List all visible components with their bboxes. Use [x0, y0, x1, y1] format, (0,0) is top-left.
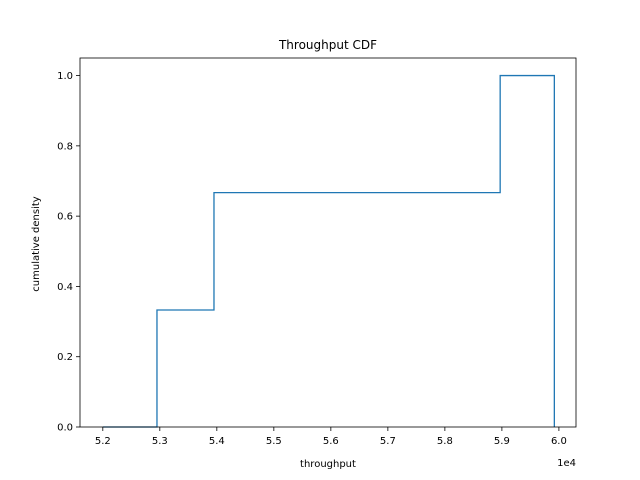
- x-tick-label-4: 5.6: [323, 436, 339, 447]
- plot-area: 5.2 5.3 5.4 5.5 5.6 5.7 5.8 5.9 6.0 0.0 0.2 0.4 0.6 0…: [57, 57, 577, 447]
- axes-frame: [79, 57, 577, 428]
- y-tick-label-1: 0.2: [57, 352, 73, 363]
- x-tick-label-0: 5.2: [95, 436, 111, 447]
- x-axis-label: throughput: [300, 459, 356, 470]
- y-tick-label-2: 0.4: [57, 282, 73, 293]
- series-line-0: [102, 74, 555, 428]
- y-tick-label-4: 0.8: [57, 141, 73, 152]
- y-tick-label-3: 0.6: [57, 212, 73, 223]
- x-tick-label-5: 5.7: [380, 436, 396, 447]
- x-tick-label-7: 5.9: [494, 436, 510, 447]
- x-tick-label-3: 5.5: [266, 436, 282, 447]
- y-tick-label-5: 1.0: [57, 71, 73, 82]
- x-tick-label-1: 5.3: [152, 436, 168, 447]
- x-axis-offset-label: 1e4: [557, 458, 576, 469]
- x-tick-label-8: 6.0: [551, 436, 567, 447]
- x-tick-label-6: 5.8: [437, 436, 453, 447]
- y-axis-label: cumulative density: [31, 196, 42, 292]
- y-tick-label-0: 0.0: [57, 423, 73, 434]
- x-tick-label-2: 5.4: [209, 436, 225, 447]
- chart-title: Throughput CDF: [278, 38, 377, 52]
